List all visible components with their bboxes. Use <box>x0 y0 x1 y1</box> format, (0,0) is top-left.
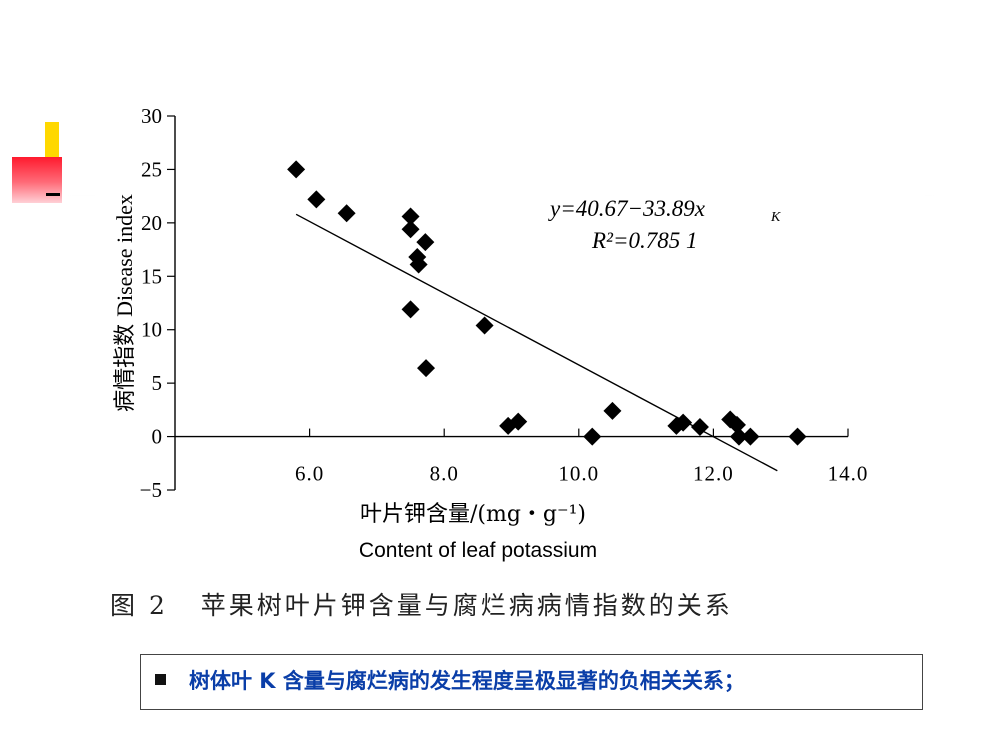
x-tick-label: 6.0 <box>295 462 324 486</box>
y-tick-label: 5 <box>152 371 163 395</box>
equation-subscript: K <box>770 210 781 225</box>
x-tick-label: 14.0 <box>828 462 869 486</box>
bullet-square-icon <box>155 674 166 685</box>
data-point <box>287 160 306 179</box>
y-tick-label: −5 <box>140 478 162 502</box>
figure-panel: −5 0 5 10 15 20 25 30 6.0 8.0 10.0 12.0 14.0 y=40.67−… <box>95 75 925 565</box>
equation-label: y=40.67−33.89x <box>548 196 706 221</box>
y-tick-label: 25 <box>141 157 162 181</box>
bullet-text: 树体叶 K 含量与腐烂病的发生程度呈极显著的负相关关系； <box>189 669 745 693</box>
data-point <box>603 401 622 420</box>
data-point <box>475 316 494 335</box>
slide-accent-dash <box>46 193 60 196</box>
figure-caption: 图 2 苹果树叶片钾含量与腐烂病病情指数的关系 <box>110 591 733 620</box>
data-point <box>583 427 602 446</box>
data-point <box>674 413 693 432</box>
data-point <box>788 427 807 446</box>
data-point <box>417 359 436 378</box>
y-tick-label: 10 <box>141 318 162 342</box>
y-tick-label: 30 <box>141 104 162 128</box>
data-point <box>409 255 428 274</box>
data-point <box>690 417 709 436</box>
data-point <box>416 233 435 252</box>
x-axis-label-cn: 叶片钾含量/(mg・g⁻¹) <box>360 502 586 527</box>
x-axis-label-en: Content of leaf potassium <box>359 539 597 562</box>
data-point <box>727 415 746 434</box>
y-axis-label-en: Disease index <box>112 194 137 317</box>
data-point <box>729 427 748 446</box>
y-tick-label: 15 <box>141 264 162 288</box>
r-squared-label: R²=0.785 1 <box>591 228 697 253</box>
y-tick-label: 0 <box>152 425 163 449</box>
trend-line <box>295 213 778 472</box>
data-point <box>401 207 420 226</box>
data-point <box>741 427 760 446</box>
data-point <box>307 190 326 209</box>
bullet-box: 树体叶 K 含量与腐烂病的发生程度呈极显著的负相关关系； <box>140 654 923 710</box>
x-tick-label: 10.0 <box>558 462 599 486</box>
slide-accent-red-block <box>12 157 62 203</box>
y-tick-label: 20 <box>141 211 162 235</box>
x-tick-label: 8.0 <box>430 462 459 486</box>
data-point <box>401 220 420 239</box>
y-axis-label: 病情指数 Disease index <box>112 194 138 412</box>
y-axis-label-cn: 病情指数 <box>113 317 138 412</box>
x-tick-label: 12.0 <box>693 462 734 486</box>
scatter-chart: −5 0 5 10 15 20 25 30 6.0 8.0 10.0 12.0 14.0 y=40.67−… <box>112 104 869 562</box>
data-point <box>337 204 356 223</box>
data-point <box>401 300 420 319</box>
